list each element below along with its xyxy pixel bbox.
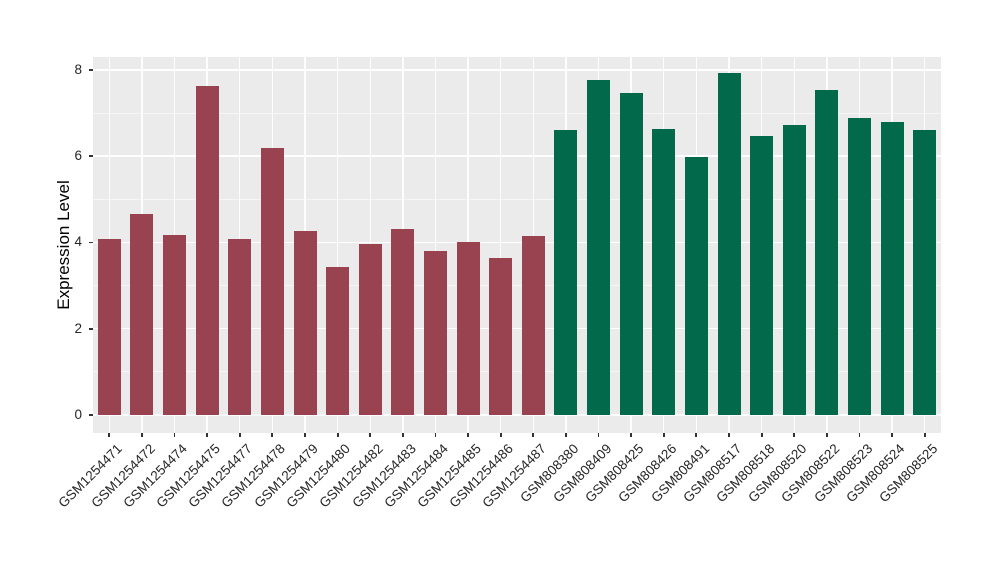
x-tick-mark xyxy=(891,433,893,437)
x-axis: GSM1254471 GSM1254472 GSM1254474 GSM1254475… xyxy=(55,433,941,563)
x-tick-mark xyxy=(271,433,274,437)
bar xyxy=(587,79,611,415)
x-tick-mark xyxy=(858,433,861,437)
bar xyxy=(293,231,317,415)
x-tick-mark xyxy=(728,433,730,437)
x-tick-mark xyxy=(369,433,372,437)
bar xyxy=(717,72,741,415)
y-tick-label: 6 xyxy=(74,148,82,164)
bar xyxy=(97,239,121,415)
y-tick-label: 2 xyxy=(74,320,82,336)
x-tick-mark xyxy=(336,433,339,437)
gridline-major xyxy=(93,69,941,71)
y-tick-label: 8 xyxy=(74,61,82,77)
bar xyxy=(489,258,513,415)
x-tick-mark xyxy=(467,433,469,437)
bar xyxy=(750,135,774,415)
gridline-minor xyxy=(93,285,941,287)
bar xyxy=(163,235,187,415)
gridline-major xyxy=(93,414,941,416)
x-tick-mark xyxy=(108,433,111,437)
gridline-vertical xyxy=(434,57,437,433)
y-tick-mark xyxy=(89,241,93,244)
gridline-vertical xyxy=(336,57,339,433)
y-tick-mark xyxy=(89,155,93,158)
gridline-minor xyxy=(93,112,941,114)
x-tick-mark xyxy=(597,433,600,437)
x-tick-mark xyxy=(793,433,796,437)
x-tick-mark xyxy=(565,433,567,437)
y-axis: 0 2 4 6 8 xyxy=(0,57,93,433)
x-tick-mark xyxy=(923,433,926,437)
gridline-minor xyxy=(93,371,941,373)
gridline-major xyxy=(93,241,941,244)
bar xyxy=(228,239,252,415)
x-tick-mark xyxy=(825,433,828,437)
x-tick-mark xyxy=(173,433,176,437)
bar xyxy=(880,121,904,415)
x-tick-mark xyxy=(401,433,404,437)
bar xyxy=(326,266,350,415)
x-tick-mark xyxy=(499,433,502,437)
x-tick-mark xyxy=(206,433,209,437)
x-tick-mark xyxy=(141,433,143,437)
x-tick-mark xyxy=(238,433,241,437)
bar xyxy=(554,130,578,415)
y-tick-label: 4 xyxy=(74,234,82,250)
y-tick-mark xyxy=(89,327,93,330)
bar xyxy=(782,125,806,415)
bar xyxy=(913,129,937,415)
bar xyxy=(815,90,839,415)
gridline-major xyxy=(93,327,941,330)
x-tick-mark xyxy=(532,433,535,437)
y-tick-mark xyxy=(89,69,93,71)
bar xyxy=(684,156,708,415)
bar xyxy=(260,147,284,415)
bar xyxy=(847,118,871,415)
x-tick-mark xyxy=(434,433,437,437)
x-tick-mark xyxy=(695,433,698,437)
x-tick-mark xyxy=(630,433,633,437)
bar xyxy=(130,214,154,415)
gridline-minor xyxy=(93,198,941,200)
bar xyxy=(195,85,219,415)
bar xyxy=(391,229,415,415)
y-tick-label: 0 xyxy=(74,406,82,422)
gridline-vertical xyxy=(499,57,502,433)
x-tick-mark xyxy=(662,433,665,437)
bar xyxy=(619,92,643,415)
bar xyxy=(358,243,382,415)
plot-panel xyxy=(93,57,941,433)
bar xyxy=(423,251,447,415)
bar xyxy=(652,128,676,415)
bar xyxy=(521,235,545,415)
y-tick-mark xyxy=(89,413,93,416)
x-tick-mark xyxy=(760,433,763,437)
x-tick-mark xyxy=(304,433,306,437)
bar xyxy=(456,241,480,415)
gridline-major xyxy=(93,155,941,157)
